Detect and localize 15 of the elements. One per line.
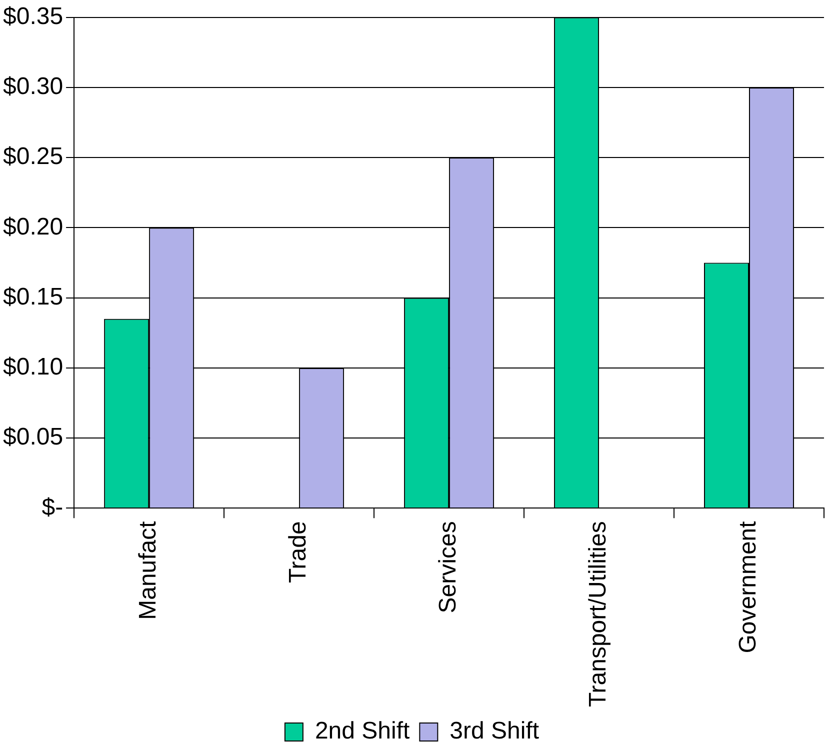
x-tick-label: Government — [734, 520, 762, 654]
x-tick-label: Trade — [284, 521, 312, 583]
y-tick-label: $- — [42, 494, 64, 521]
y-tick-label: $0.20 — [2, 213, 64, 240]
legend-label: 2nd Shift — [314, 718, 410, 745]
y-tick-label: $0.05 — [2, 424, 64, 451]
x-tick-label: Services — [434, 521, 462, 614]
legend-label: 3rd Shift — [450, 718, 540, 745]
x-tick-label: Transport/Utilities — [584, 521, 612, 708]
y-tick-label: $0.10 — [2, 354, 64, 381]
y-tick-label: $0.35 — [2, 3, 64, 30]
y-tick-label: $0.30 — [2, 73, 64, 100]
y-tick-label: $0.15 — [2, 283, 64, 310]
y-tick-label: $0.25 — [2, 143, 64, 170]
x-tick-label: Manufact — [134, 520, 162, 620]
